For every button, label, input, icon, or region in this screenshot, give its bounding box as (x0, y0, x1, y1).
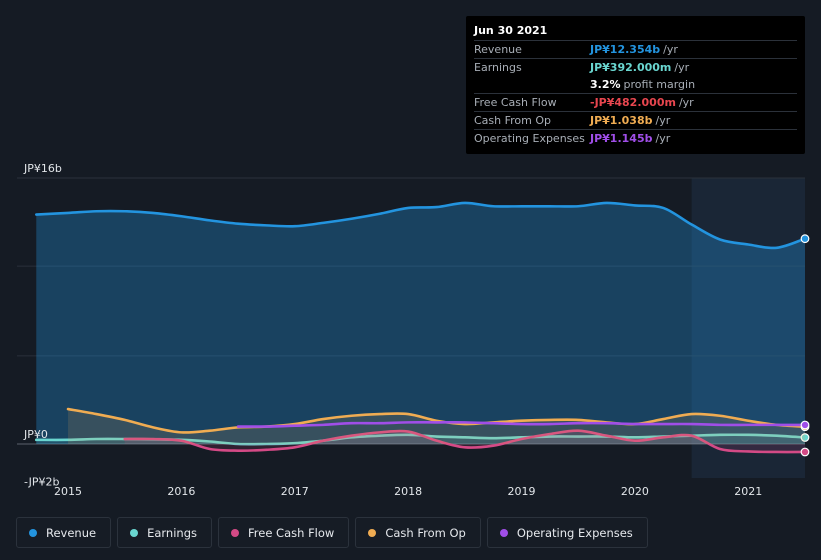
tooltip-row-value: JP¥12.354b (590, 43, 661, 56)
x-tick-label: 2021 (734, 485, 762, 498)
legend-label: Revenue (46, 525, 97, 540)
cash-from-op-area (68, 409, 805, 444)
legend-label: Free Cash Flow (248, 525, 335, 540)
legend-label: Earnings (147, 525, 197, 540)
x-tick-label: 2015 (54, 485, 82, 498)
legend-label: Cash From Op (385, 525, 466, 540)
x-tick-label: 2016 (167, 485, 195, 498)
tooltip-row-value: JP¥392.000m (590, 61, 672, 74)
tooltip-row: Free Cash Flow -JP¥482.000m/yr (474, 93, 797, 111)
revenue-end-marker (800, 234, 810, 244)
revenue-line (34, 201, 807, 250)
y-tick-label: -JP¥2b (24, 475, 59, 488)
tooltip-row-value: 3.2% (590, 78, 621, 91)
legend-dot-icon (368, 528, 377, 537)
legend-dot-icon (231, 528, 239, 537)
tooltip-row-label: Cash From Op (474, 114, 552, 127)
y-tick-label: JP¥16b (23, 162, 62, 175)
tooltip-row-unit: /yr (674, 61, 690, 74)
forecast-shade-layer (691, 178, 805, 478)
legend-label: Operating Expenses (516, 525, 633, 540)
forecast-shade (691, 178, 805, 478)
tooltip-row: Operating Expenses JP¥1.145b/yr (474, 129, 797, 147)
tooltip-row-unit: /yr (678, 96, 694, 109)
tooltip-row-unit: /yr (655, 114, 671, 127)
legend-item-earnings[interactable]: Earnings (117, 517, 212, 548)
tooltip-row-value: JP¥1.038b (590, 114, 653, 127)
legend-item-free-cash-flow[interactable]: Free Cash Flow (218, 517, 350, 548)
tooltip-row-value: JP¥1.145b (590, 132, 653, 145)
free-cash-flow-end-marker (800, 447, 810, 457)
operating-expenses-end-marker (800, 420, 810, 430)
legend-item-revenue[interactable]: Revenue (16, 517, 112, 548)
x-tick-label: 2018 (394, 485, 422, 498)
free-cash-flow-line (123, 429, 807, 454)
tooltip-row: 3.2% profit margin (474, 76, 797, 93)
tooltip-row: Revenue JP¥12.354b/yr (474, 40, 797, 58)
operating-expenses-line (236, 421, 807, 428)
tooltip-row-label: Operating Expenses (474, 132, 585, 145)
legend: Revenue Earnings Free Cash Flow Cash From O… (16, 517, 648, 548)
legend-dot-icon (499, 528, 508, 537)
tooltip-row-unit: /yr (663, 43, 678, 56)
tooltip-date: Jun 30 2021 (474, 24, 548, 37)
tooltip-row-label (474, 76, 590, 93)
cash-from-op-line (66, 407, 807, 434)
x-tick-label: 2020 (621, 485, 649, 498)
series-layer (34, 201, 810, 457)
revenue-area (36, 202, 805, 444)
tooltip-row: Cash From Op JP¥1.038b/yr (474, 111, 797, 129)
hover-tooltip: Jun 30 2021 Revenue JP¥12.354b/yr Earnings… (466, 16, 805, 154)
earnings-end-marker (800, 433, 810, 442)
tooltip-row-label: Revenue (474, 43, 522, 56)
x-tick-label: 2017 (281, 485, 309, 498)
legend-item-operating-expenses[interactable]: Operating Expenses (486, 517, 648, 548)
legend-item-cash-from-op[interactable]: Cash From Op (355, 517, 481, 548)
tooltip-row-unit: /yr (655, 132, 671, 145)
tooltip-row-label: Free Cash Flow (474, 96, 557, 109)
gridlines (17, 177, 805, 445)
legend-dot-icon (130, 528, 139, 537)
tooltip-row-label: Earnings (474, 61, 522, 74)
legend-dot-icon (29, 528, 37, 537)
tooltip-row-value: -JP¥482.000m (590, 96, 676, 109)
x-tick-label: 2019 (508, 485, 536, 498)
y-tick-label: JP¥0 (23, 428, 48, 441)
tooltip-rows: Revenue JP¥12.354b/yr Earnings JP¥392.000m /… (474, 40, 797, 147)
tooltip-row: Earnings JP¥392.000m/yr (474, 58, 797, 76)
tooltip-row-unit: profit margin (623, 78, 696, 91)
